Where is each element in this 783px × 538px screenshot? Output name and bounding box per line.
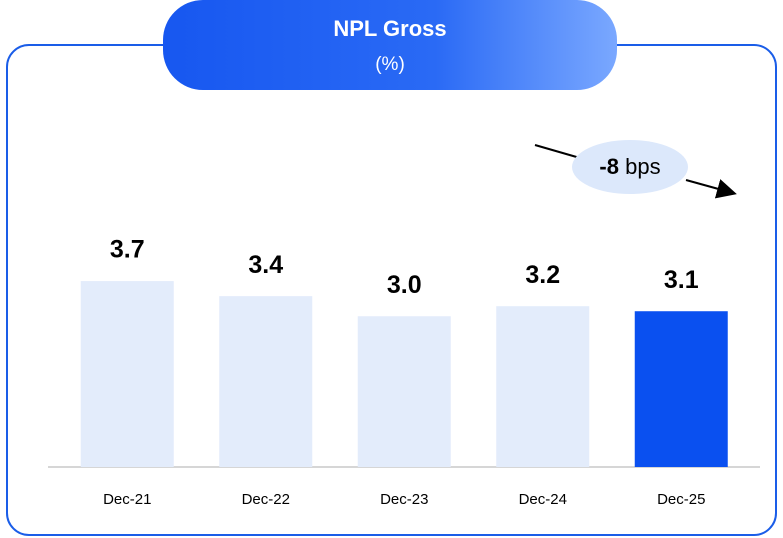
bar xyxy=(496,306,590,467)
chart-subtitle: (%) xyxy=(375,54,405,75)
title-pill xyxy=(163,0,617,90)
x-tick-label: Dec-21 xyxy=(103,491,151,508)
bar xyxy=(80,281,174,467)
trend-arrow xyxy=(685,179,737,199)
value-label: 3.7 xyxy=(110,236,145,264)
x-tick-label: Dec-25 xyxy=(657,491,705,508)
x-tick-label: Dec-22 xyxy=(242,491,290,508)
annotation-text: bps xyxy=(625,154,660,179)
x-tick-label: Dec-24 xyxy=(519,491,567,508)
bar xyxy=(634,311,728,467)
trend-line xyxy=(534,144,581,159)
value-label: 3.2 xyxy=(525,261,560,289)
bar xyxy=(357,316,451,467)
chart-title: NPL Gross xyxy=(333,16,446,41)
bar xyxy=(219,296,313,467)
value-label: 3.0 xyxy=(387,271,422,299)
annotation-emphasis: -8 xyxy=(599,154,619,179)
x-tick-label: Dec-23 xyxy=(380,491,428,508)
annotation: -8 bps xyxy=(599,154,660,179)
value-label: 3.4 xyxy=(248,251,283,279)
annotation-bubble xyxy=(572,140,688,194)
value-label: 3.1 xyxy=(664,266,699,294)
